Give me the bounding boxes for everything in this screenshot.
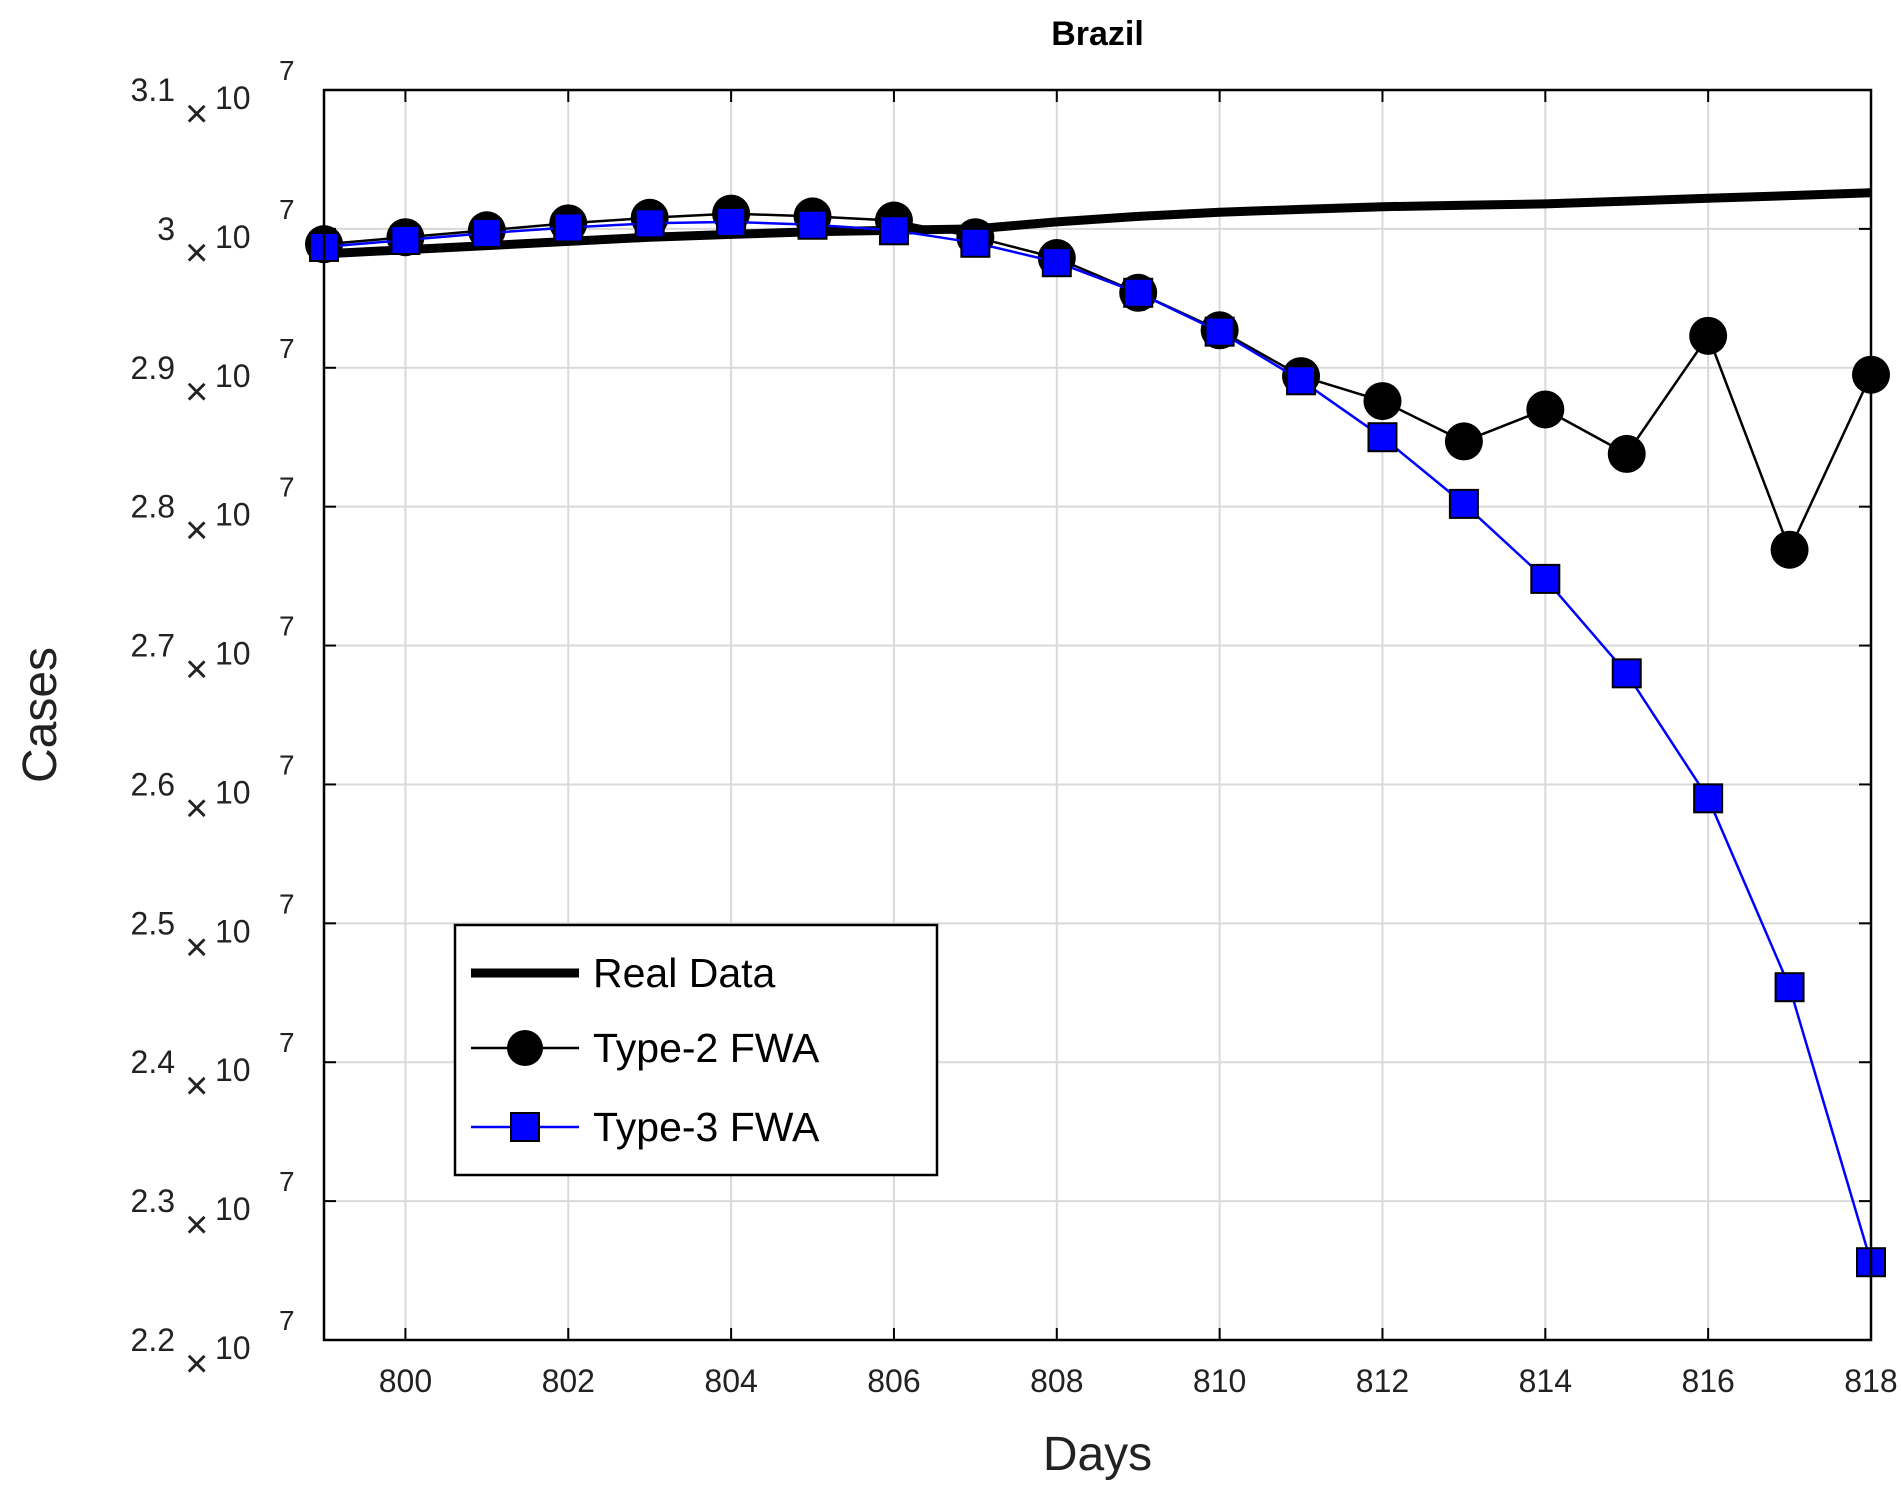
y-tick-label: 2.9 xyxy=(131,350,175,386)
x-tick-label: 802 xyxy=(542,1363,595,1399)
x-tick-label: 800 xyxy=(379,1363,432,1399)
y-tick-base: 10 xyxy=(215,1052,251,1088)
y-tick-label: 2.7 xyxy=(131,628,175,664)
y-tick-exponent: 7 xyxy=(279,194,295,225)
type3-point xyxy=(1448,488,1479,519)
x-tick-label: 812 xyxy=(1356,1363,1409,1399)
type3-point xyxy=(1204,316,1235,347)
y-tick-exponent: 7 xyxy=(279,749,295,780)
type3-point xyxy=(797,209,828,240)
y-tick-label: 2.5 xyxy=(131,905,175,941)
type3-point xyxy=(1123,277,1154,308)
grid xyxy=(324,89,1872,1341)
type2-point xyxy=(1607,434,1646,473)
x-tick-label: 804 xyxy=(704,1363,757,1399)
legend-swatch-type2-marker xyxy=(507,1030,543,1066)
series-layer xyxy=(305,188,1890,1278)
legend-label-type3: Type-3 FWA xyxy=(593,1104,820,1150)
chart-title: Brazil xyxy=(1051,15,1144,53)
legend: Real Data Type-2 FWA Type-3 FWA xyxy=(453,923,939,1177)
type2-point xyxy=(1526,390,1565,429)
legend-label-real-data: Real Data xyxy=(593,950,776,996)
y-tick-times: × xyxy=(185,231,208,275)
type3-point xyxy=(1286,365,1317,396)
x-tick-label: 808 xyxy=(1030,1363,1083,1399)
type3-point xyxy=(1611,658,1642,689)
y-tick-base: 10 xyxy=(215,774,251,810)
x-tick-label: 818 xyxy=(1844,1363,1897,1399)
y-tick-exponent: 7 xyxy=(279,472,295,503)
type3-point xyxy=(1367,422,1398,453)
y-tick-base: 10 xyxy=(215,497,251,533)
y-tick-times: × xyxy=(185,648,208,692)
y-tick-base: 10 xyxy=(215,1330,251,1366)
y-tick-base: 10 xyxy=(215,1191,251,1227)
x-tick-label: 806 xyxy=(867,1363,920,1399)
y-tick-times: × xyxy=(185,786,208,830)
legend-label-type2: Type-2 FWA xyxy=(593,1025,820,1071)
y-tick-exponent: 7 xyxy=(279,611,295,642)
type3-point xyxy=(634,208,665,239)
type2-point xyxy=(1444,422,1483,461)
y-tick-times: × xyxy=(185,1203,208,1247)
x-tick-label: 810 xyxy=(1193,1363,1246,1399)
y-tick-exponent: 7 xyxy=(279,1166,295,1197)
type2-point xyxy=(1363,382,1402,421)
x-axis-label: Days xyxy=(1043,1428,1152,1481)
y-tick-exponent: 7 xyxy=(279,1305,295,1336)
y-tick-base: 10 xyxy=(215,913,251,949)
legend-swatch-type3-marker xyxy=(510,1112,540,1142)
y-tick-base: 10 xyxy=(215,219,251,255)
y-tick-times: × xyxy=(185,509,208,553)
y-tick-label: 2.8 xyxy=(131,489,175,525)
type3-point xyxy=(1774,972,1805,1003)
y-tick-times: × xyxy=(185,1342,208,1386)
y-tick-exponent: 7 xyxy=(279,333,295,364)
y-tick-exponent: 7 xyxy=(279,888,295,919)
type3-point xyxy=(1041,247,1072,278)
y-axis-label: Cases xyxy=(14,647,67,783)
y-tick-times: × xyxy=(185,92,208,136)
type2-point xyxy=(1689,316,1728,355)
y-tick-label: 3.1 xyxy=(131,72,175,108)
type3-point xyxy=(716,206,747,237)
y-tick-label: 2.6 xyxy=(131,766,175,802)
type3-point xyxy=(1530,563,1561,594)
y-tick-exponent: 7 xyxy=(279,1027,295,1058)
x-tick-label: 814 xyxy=(1519,1363,1572,1399)
y-tick-base: 10 xyxy=(215,358,251,394)
y-tick-base: 10 xyxy=(215,80,251,116)
y-tick-base: 10 xyxy=(215,636,251,672)
type3-point xyxy=(878,215,909,246)
y-tick-label: 2.3 xyxy=(131,1183,175,1219)
type3-point xyxy=(390,225,421,255)
type3-point xyxy=(960,227,991,258)
type3-point xyxy=(1693,783,1724,814)
y-tick-times: × xyxy=(185,925,208,969)
x-tick-label: 816 xyxy=(1681,1363,1734,1399)
y-tick-times: × xyxy=(185,370,208,414)
y-tick-label: 3 xyxy=(157,211,175,247)
y-tick-label: 2.2 xyxy=(131,1322,175,1358)
y-tick-label: 2.4 xyxy=(131,1044,175,1080)
y-tick-times: × xyxy=(185,1064,208,1108)
type2-point xyxy=(1770,530,1809,569)
y-tick-exponent: 7 xyxy=(279,55,295,86)
type3-point xyxy=(553,212,584,243)
plot-frame xyxy=(322,88,1873,1342)
type3-point xyxy=(471,218,502,249)
